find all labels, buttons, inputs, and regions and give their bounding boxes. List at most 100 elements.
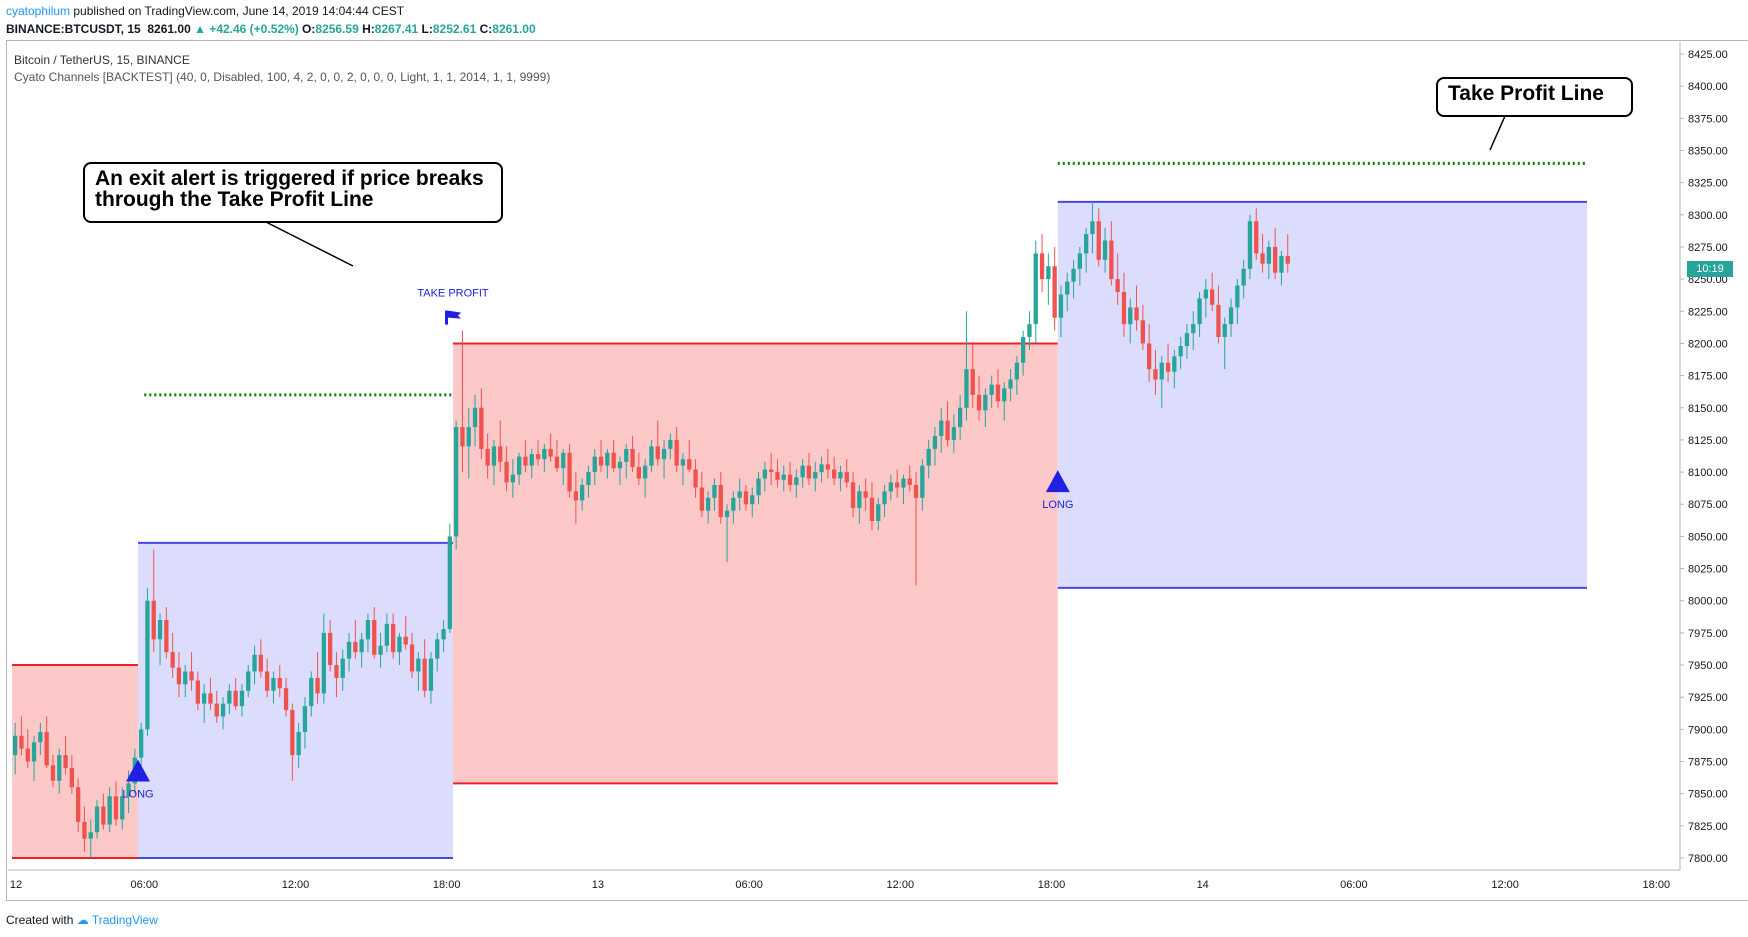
candle-body (687, 459, 692, 470)
candle-body (958, 407, 963, 428)
author-link[interactable]: cyatophilum (6, 4, 71, 18)
candle-body (832, 469, 837, 479)
y-tick-label: 7850.00 (1688, 789, 1728, 801)
candle-body (302, 706, 308, 732)
candle-body (164, 620, 169, 653)
x-tick-label: 13 (592, 879, 604, 891)
candle-body (88, 832, 93, 839)
candle-body (1260, 253, 1265, 264)
exit-alert-callout: An exit alert is triggered if price brea… (83, 162, 503, 223)
candle-body (460, 427, 465, 447)
channel-fill-2 (453, 343, 1058, 784)
candle-body (50, 765, 56, 781)
candle-body (712, 484, 717, 498)
candle-body (38, 731, 43, 743)
candle-body (1134, 307, 1139, 321)
long-signal-arrow (126, 759, 150, 782)
candle-body (1247, 221, 1253, 269)
candle-body (422, 658, 427, 691)
candle-body (1039, 253, 1045, 280)
candle-body (838, 472, 843, 479)
callout-pointer-tp (1489, 115, 1506, 151)
candle-body (265, 671, 270, 691)
y-tick-label: 8050.00 (1688, 531, 1728, 543)
candle-body (120, 796, 125, 820)
ohlc-line: BINANCE:BTCUSDT, 15 8261.00 ▲ +42.46 (+0… (6, 22, 536, 36)
candle-body (359, 639, 364, 653)
candle-body (233, 690, 238, 707)
channel-fill-3 (1057, 201, 1587, 588)
candle-body (951, 427, 956, 440)
x-tick-label: 14 (1197, 879, 1209, 891)
candle-body (271, 677, 276, 691)
candle-body (220, 703, 226, 717)
candle-body (1178, 346, 1183, 357)
candle-body (995, 384, 1001, 402)
candle-body (510, 474, 515, 483)
flag-pole-icon (445, 310, 448, 325)
x-tick-label: 06:00 (735, 879, 763, 891)
indicator-label[interactable]: Cyato Channels [BACKTEST] (40, 0, Disabl… (14, 70, 551, 84)
tradingview-logo[interactable]: ☁ TradingView (76, 913, 158, 927)
low-label: L: (421, 22, 433, 36)
candle-body (1115, 279, 1120, 292)
candle-body (315, 677, 320, 694)
candle-body (397, 636, 402, 653)
candle-body (1065, 281, 1070, 295)
candle-body (580, 484, 585, 501)
candle-body (693, 469, 698, 488)
candle-body (976, 394, 982, 411)
candle-body (529, 454, 534, 466)
y-tick-label: 7800.00 (1688, 853, 1728, 865)
candle-body (699, 487, 704, 511)
candle-body (176, 667, 182, 685)
candle-body (661, 448, 667, 460)
candle-body (857, 491, 862, 509)
candle-body (850, 482, 856, 509)
x-tick-label: 18:00 (1038, 879, 1066, 891)
candle-body (1165, 362, 1171, 372)
close-label: C: (479, 22, 493, 36)
candle-body (750, 495, 755, 505)
candle-body (926, 448, 931, 466)
high-label: H: (362, 22, 375, 36)
candle-body (882, 491, 887, 505)
publish-info: cyatophilum published on TradingView.com… (6, 4, 404, 18)
open-value: 8256.59 (315, 22, 359, 36)
high-value: 8267.41 (374, 22, 419, 36)
chart-frame[interactable] (6, 40, 1748, 901)
long-signal-label: LONG (1042, 499, 1073, 511)
candle-body (1046, 266, 1051, 280)
candle-body (901, 478, 906, 488)
candle-body (107, 796, 112, 825)
candle-body (617, 461, 623, 469)
candle-body (57, 755, 62, 781)
candle-body (1235, 285, 1240, 308)
x-tick-label: 18:00 (433, 879, 461, 891)
candle-body (1241, 268, 1246, 286)
candle-body (1128, 307, 1133, 325)
open-label: O: (302, 22, 316, 36)
candle-body (573, 491, 578, 501)
candle-body (535, 454, 541, 460)
footer: Created with ☁ TradingView (6, 913, 158, 927)
candle-body (202, 693, 207, 704)
candle-body (888, 482, 893, 492)
candle-body (592, 456, 597, 473)
candle-body (309, 677, 314, 707)
candle-body (365, 620, 371, 640)
y-tick-label: 8150.00 (1688, 403, 1728, 415)
candle-body (479, 407, 484, 449)
y-tick-label: 8400.00 (1688, 81, 1728, 93)
callout-pointer-exit (261, 219, 354, 267)
candle-body (586, 472, 591, 485)
candle-body (321, 632, 326, 694)
candle-body (643, 465, 648, 479)
last-price: 8261.00 (147, 22, 191, 36)
candle-body (932, 436, 938, 449)
candle-body (441, 629, 446, 640)
candle-body (170, 652, 175, 668)
y-tick-label: 8300.00 (1688, 210, 1728, 222)
long-signal-label: LONG (122, 789, 153, 801)
